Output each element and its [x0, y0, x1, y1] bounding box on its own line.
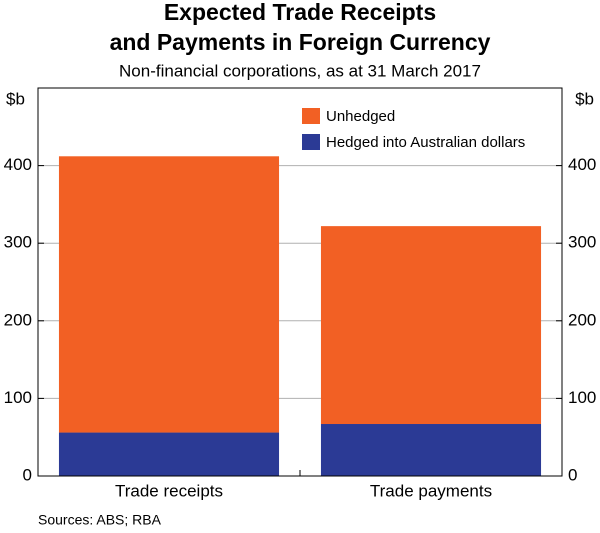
y-tick-label: 0: [23, 465, 32, 484]
legend-swatch: [302, 108, 320, 124]
y-axis-label: $b: [6, 89, 25, 108]
source-note: Sources: ABS; RBA: [38, 512, 162, 528]
legend-box: [298, 102, 556, 160]
y2-tick-label: 100: [568, 388, 596, 407]
x-tick-label: Trade receipts: [115, 481, 223, 500]
bar-segment: [320, 226, 542, 425]
bar-segment: [320, 424, 542, 476]
y-tick-label: 100: [4, 388, 32, 407]
y-tick-label: 200: [4, 310, 32, 329]
chart-subtitle: Non-financial corporations, as at 31 Mar…: [119, 61, 481, 80]
chart-title: and Payments in Foreign Currency: [110, 29, 491, 55]
y2-tick-label: 0: [568, 465, 577, 484]
y2-tick-label: 300: [568, 233, 596, 252]
y2-tick-label: 400: [568, 155, 596, 174]
legend-label: Hedged into Australian dollars: [326, 134, 525, 151]
legend-swatch: [302, 134, 320, 150]
y2-tick-label: 200: [568, 310, 596, 329]
bar-segment: [58, 432, 280, 476]
y-tick-label: 400: [4, 155, 32, 174]
legend-label: Unhedged: [326, 108, 395, 125]
y-tick-label: 300: [4, 233, 32, 252]
chart-title: Expected Trade Receipts: [164, 0, 436, 25]
y2-axis-label: $b: [575, 89, 594, 108]
x-tick-label: Trade payments: [370, 481, 492, 500]
bar-segment: [58, 156, 280, 433]
